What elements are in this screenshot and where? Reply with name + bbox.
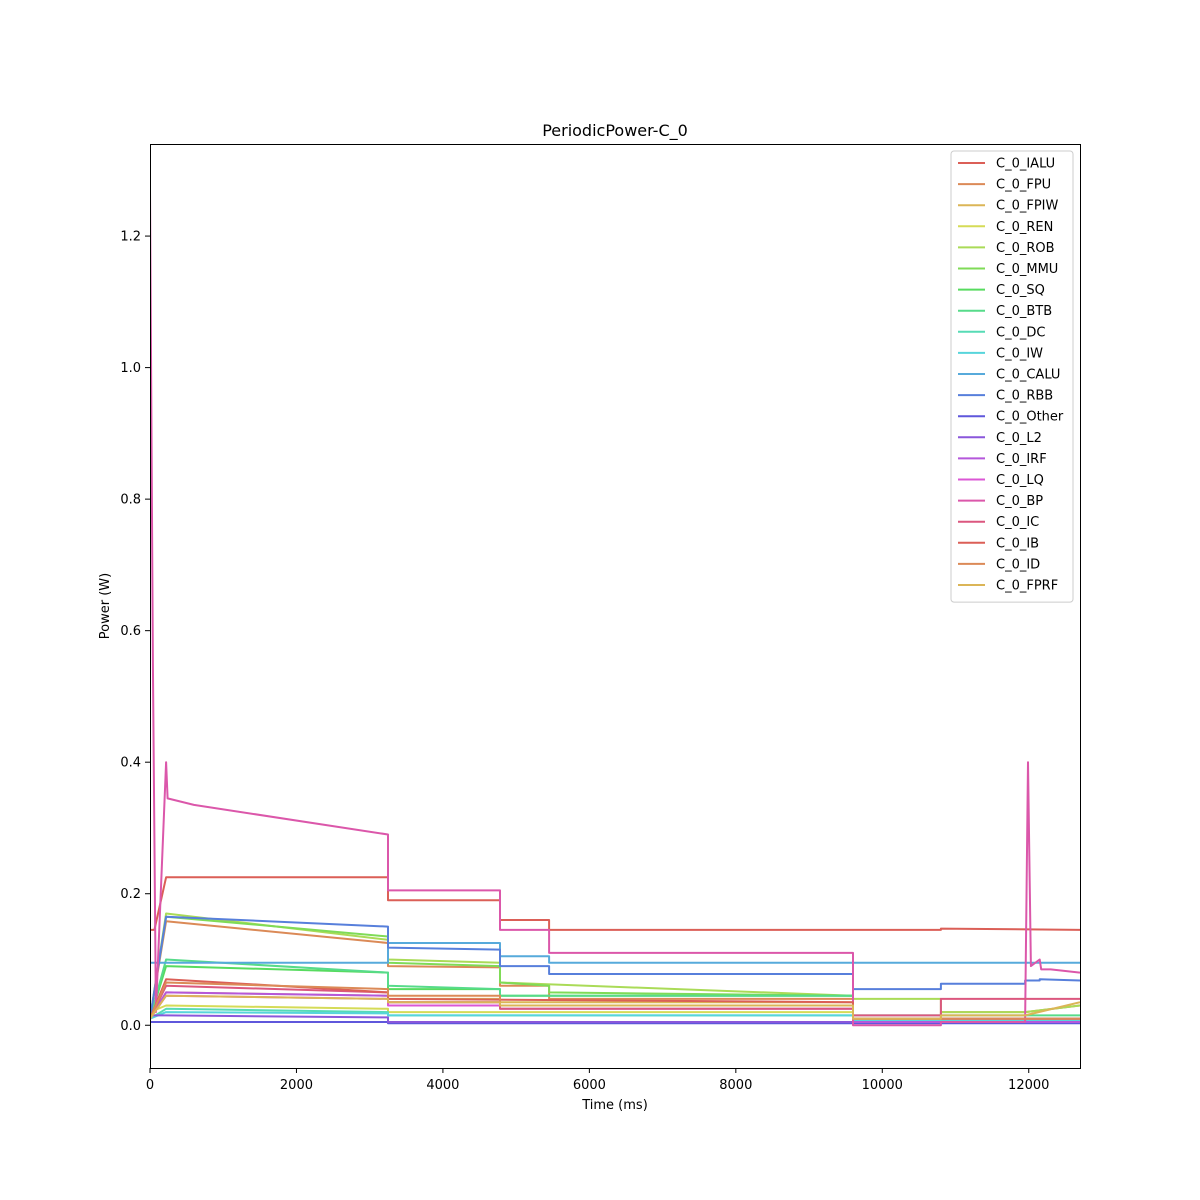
legend-entry-label: C_0_BTB	[996, 304, 1052, 319]
y-tick-label: 0.0	[120, 1019, 141, 1034]
x-tick-label: 6000	[573, 1078, 606, 1093]
legend-entry-label: C_0_RBB	[996, 389, 1053, 404]
x-tick-label: 12000	[1008, 1078, 1049, 1093]
y-axis-label: Power (W)	[98, 573, 113, 639]
x-axis-label: Time (ms)	[581, 1098, 648, 1113]
y-tick-label: 0.4	[120, 756, 141, 771]
y-axis: 0.0 0.2 0.4 0.6 0.8 1.0 1.2	[120, 230, 150, 1034]
y-tick-label: 0.2	[120, 887, 141, 902]
x-tick-label: 4000	[426, 1078, 459, 1093]
x-axis: 0 2000 4000 6000 8000 10000 12000	[146, 1068, 1049, 1093]
legend-box	[950, 150, 1074, 603]
legend-entry-label: C_0_FPIW	[996, 199, 1058, 214]
legend-entry-label: C_0_DC	[996, 325, 1045, 340]
legend-entry-label: C_0_BP	[996, 494, 1043, 509]
chart-title: PeriodicPower-C_0	[542, 121, 688, 141]
legend-entry-label: C_0_LQ	[996, 473, 1044, 488]
y-tick-label: 0.8	[120, 493, 141, 508]
legend-entry-label: C_0_Other	[996, 410, 1064, 425]
series-line-C_0_FPRF	[150, 994, 1080, 1020]
plot-frame	[150, 144, 1081, 1069]
y-tick-label: 0.6	[120, 624, 141, 639]
legend-entry-label: C_0_IW	[996, 346, 1043, 361]
x-tick-label: 10000	[862, 1078, 903, 1093]
series-line-C_0_IC	[150, 984, 1080, 1020]
legend-entry-label: C_0_SQ	[996, 283, 1045, 298]
x-tick-label: 2000	[280, 1078, 313, 1093]
legend-entry-label: C_0_IB	[996, 536, 1039, 551]
series-line-C_0_ROB	[150, 912, 1080, 1019]
legend-entry-label: C_0_REN	[996, 220, 1053, 235]
legend-entry-label: C_0_IRF	[996, 452, 1047, 467]
series-layer	[150, 189, 1080, 1027]
legend-entry-label: C_0_ROB	[996, 241, 1055, 256]
legend-entry-label: C_0_CALU	[996, 368, 1060, 383]
legend: C_0_IALU C_0_FPU C_0_FPIW C_0_REN C_0_ROB C_0…	[950, 150, 1074, 603]
legend-entry-label: C_0_IALU	[996, 157, 1055, 172]
series-line-C_0_BP	[150, 189, 1080, 1027]
series-line-C_0_CALU	[150, 942, 1080, 964]
x-tick-label: 8000	[719, 1078, 752, 1093]
legend-entry-label: C_0_FPRF	[996, 579, 1058, 594]
legend-entry-label: C_0_FPU	[996, 178, 1051, 193]
legend-entry-label: C_0_MMU	[996, 262, 1058, 277]
y-tick-label: 1.0	[120, 361, 141, 376]
legend-entry-label: C_0_IC	[996, 515, 1039, 530]
y-tick-label: 1.2	[120, 230, 141, 245]
series-line-C_0_L2	[150, 1014, 1080, 1023]
legend-entry-label: C_0_ID	[996, 557, 1040, 572]
legend-entry-label: C_0_L2	[996, 431, 1042, 446]
x-tick-label: 0	[146, 1078, 154, 1093]
